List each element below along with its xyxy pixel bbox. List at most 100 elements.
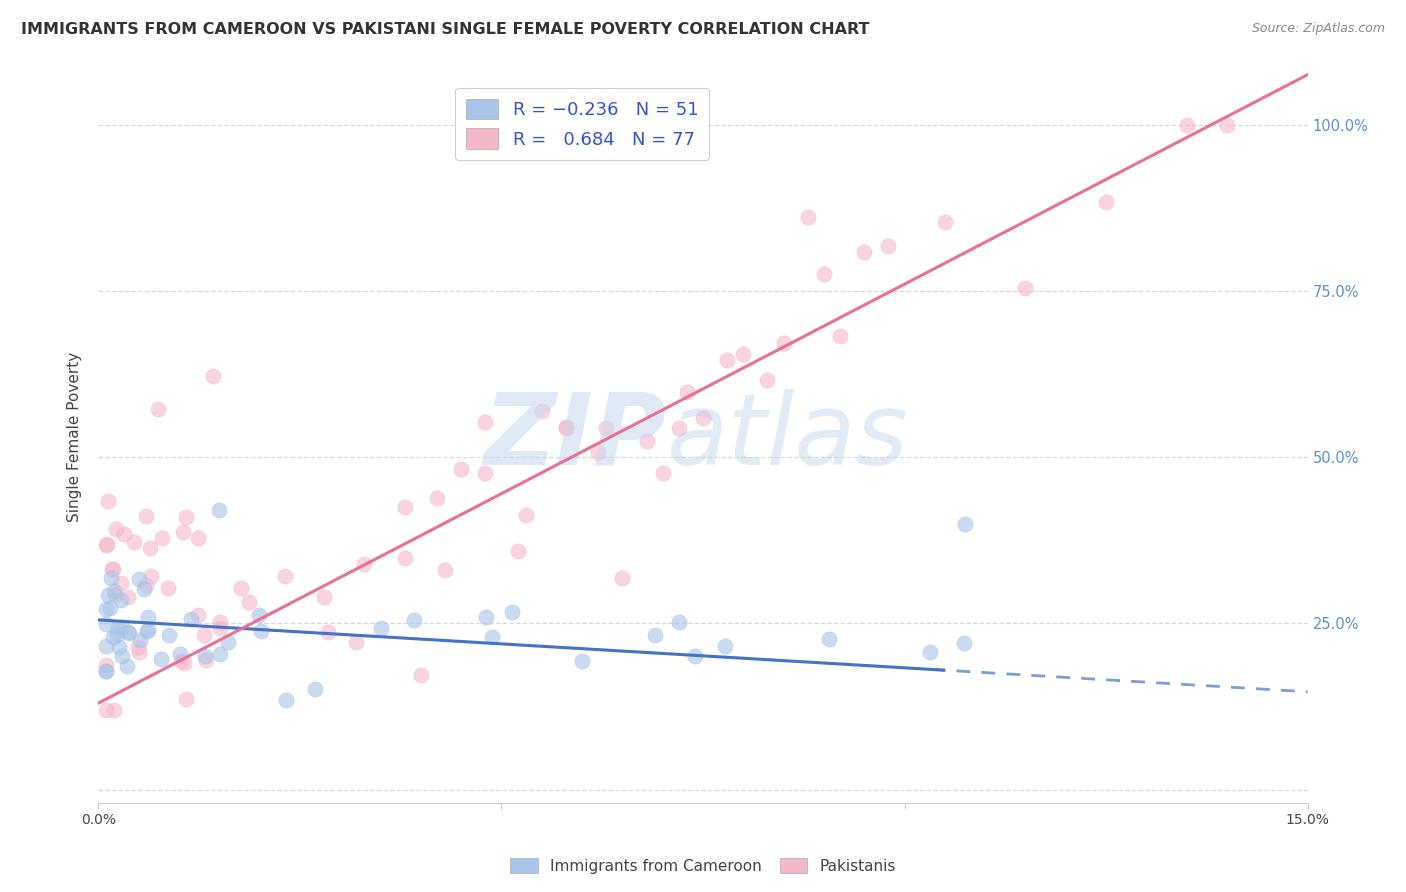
- Point: [474, 467, 496, 481]
- Point: [250, 624, 273, 638]
- Point: [229, 581, 252, 595]
- Point: [668, 420, 690, 434]
- Point: [174, 510, 197, 524]
- Point: [644, 628, 666, 642]
- Point: [110, 593, 132, 607]
- Point: [117, 625, 139, 640]
- Point: [353, 557, 375, 571]
- Point: [101, 561, 124, 575]
- Point: [194, 653, 217, 667]
- Point: [475, 610, 498, 624]
- Point: [571, 654, 593, 668]
- Point: [314, 591, 336, 605]
- Point: [685, 648, 707, 663]
- Point: [515, 508, 537, 523]
- Point: [156, 581, 179, 595]
- Point: [139, 541, 162, 556]
- Point: [134, 582, 156, 597]
- Point: [612, 571, 634, 585]
- Point: [96, 658, 118, 673]
- Point: [481, 630, 503, 644]
- Point: [636, 434, 658, 448]
- Point: [209, 647, 232, 661]
- Point: [202, 368, 225, 383]
- Point: [96, 639, 118, 653]
- Point: [877, 239, 900, 253]
- Point: [127, 640, 149, 655]
- Point: [128, 572, 150, 586]
- Point: [818, 632, 841, 646]
- Point: [394, 500, 416, 515]
- Point: [96, 617, 118, 632]
- Point: [157, 628, 180, 642]
- Point: [135, 577, 157, 591]
- Point: [813, 267, 835, 281]
- Point: [344, 635, 367, 649]
- Point: [953, 636, 976, 650]
- Point: [96, 664, 118, 678]
- Point: [136, 624, 159, 638]
- Point: [1216, 118, 1239, 132]
- Point: [1014, 281, 1036, 295]
- Point: [150, 652, 173, 666]
- Point: [434, 563, 457, 577]
- Point: [304, 681, 326, 696]
- Point: [139, 569, 162, 583]
- Point: [101, 631, 124, 645]
- Point: [238, 595, 260, 609]
- Point: [772, 336, 794, 351]
- Point: [97, 588, 120, 602]
- Point: [96, 703, 118, 717]
- Text: atlas: atlas: [666, 389, 908, 485]
- Point: [169, 654, 191, 668]
- Point: [1095, 194, 1118, 209]
- Point: [96, 664, 118, 678]
- Point: [402, 613, 425, 627]
- Point: [651, 466, 673, 480]
- Point: [176, 692, 198, 706]
- Point: [208, 503, 231, 517]
- Point: [186, 531, 208, 545]
- Text: Source: ZipAtlas.com: Source: ZipAtlas.com: [1251, 22, 1385, 36]
- Point: [105, 522, 128, 536]
- Point: [107, 621, 129, 635]
- Point: [586, 445, 609, 459]
- Point: [853, 244, 876, 259]
- Text: IMMIGRANTS FROM CAMEROON VS PAKISTANI SINGLE FEMALE POVERTY CORRELATION CHART: IMMIGRANTS FROM CAMEROON VS PAKISTANI SI…: [21, 22, 869, 37]
- Point: [96, 538, 118, 552]
- Legend: Immigrants from Cameroon, Pakistanis: Immigrants from Cameroon, Pakistanis: [503, 852, 903, 880]
- Point: [716, 352, 738, 367]
- Point: [187, 607, 209, 622]
- Point: [1175, 118, 1198, 132]
- Point: [150, 531, 173, 545]
- Point: [110, 576, 132, 591]
- Point: [169, 648, 191, 662]
- Legend: R = −0.236   N = 51, R =   0.684   N = 77: R = −0.236 N = 51, R = 0.684 N = 77: [456, 87, 709, 160]
- Y-axis label: Single Female Poverty: Single Female Poverty: [67, 352, 83, 522]
- Point: [249, 608, 271, 623]
- Point: [501, 605, 523, 619]
- Point: [108, 640, 131, 654]
- Point: [122, 535, 145, 549]
- Point: [103, 703, 125, 717]
- Point: [668, 615, 690, 629]
- Point: [117, 658, 139, 673]
- Point: [217, 635, 239, 649]
- Point: [474, 415, 496, 429]
- Point: [506, 543, 529, 558]
- Point: [676, 384, 699, 399]
- Point: [273, 568, 295, 582]
- Point: [136, 609, 159, 624]
- Point: [714, 639, 737, 653]
- Point: [128, 645, 150, 659]
- Point: [193, 628, 215, 642]
- Point: [920, 645, 942, 659]
- Point: [100, 570, 122, 584]
- Point: [103, 583, 125, 598]
- Point: [828, 329, 851, 343]
- Point: [97, 494, 120, 508]
- Point: [112, 527, 135, 541]
- Text: ZIP: ZIP: [484, 389, 666, 485]
- Point: [530, 404, 553, 418]
- Point: [180, 612, 202, 626]
